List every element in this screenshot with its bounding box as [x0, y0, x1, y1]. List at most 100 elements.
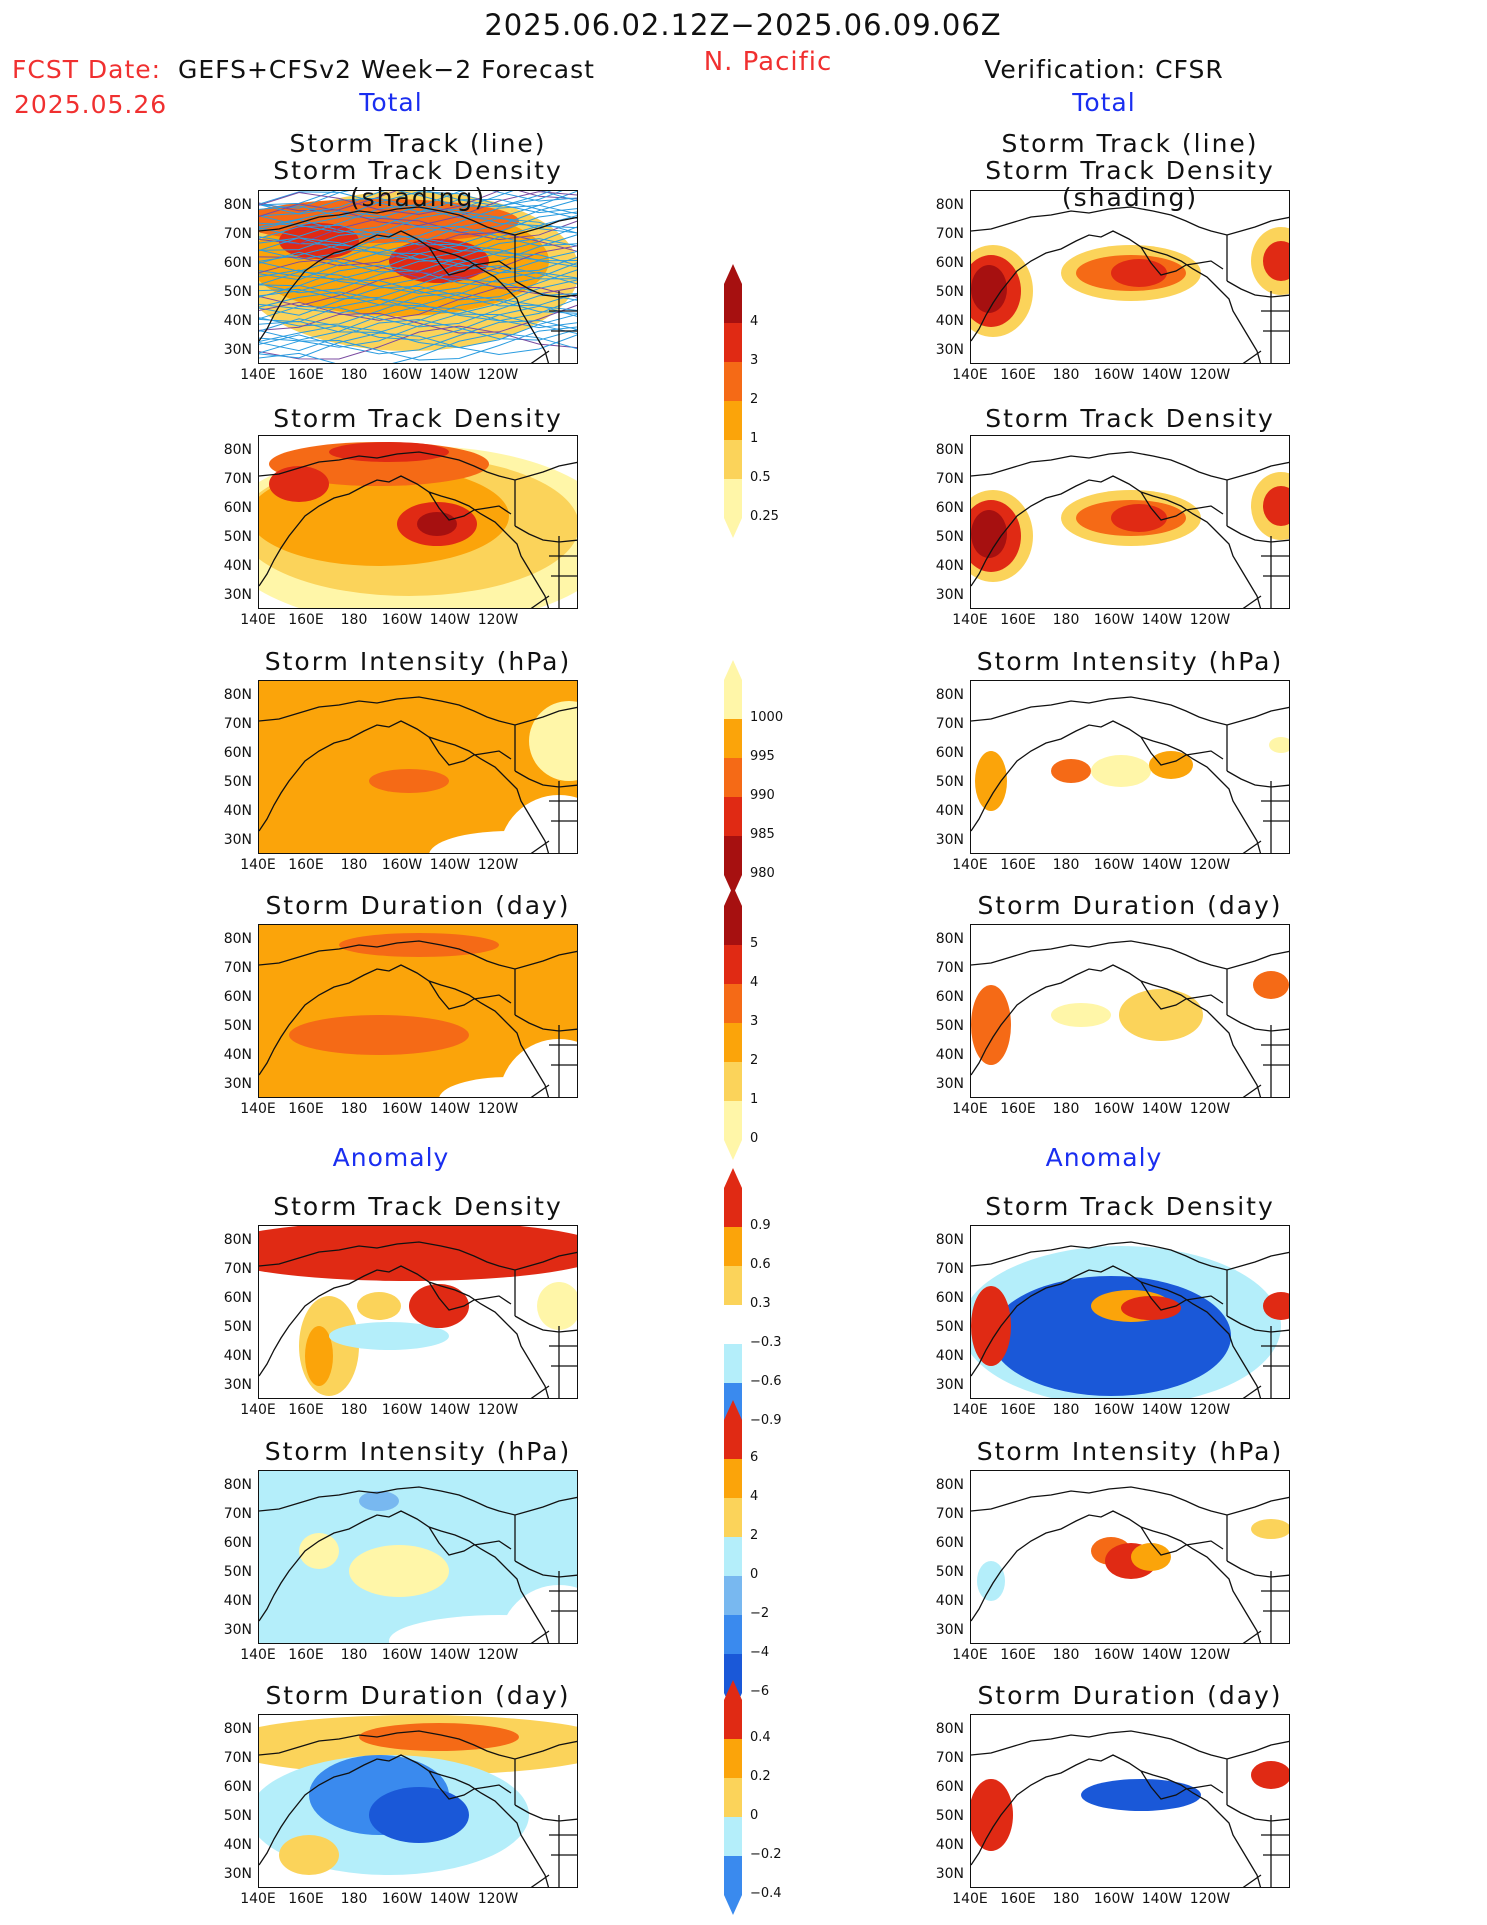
panel-title-left: Storm Intensity (hPa)	[264, 647, 572, 676]
lon-tick-label: 140E	[952, 1402, 988, 1418]
colorbar-swatch	[724, 1537, 742, 1576]
panel-title-right: Storm Intensity (hPa)	[976, 1437, 1284, 1466]
field-shade	[1081, 1779, 1201, 1811]
period-title: 2025.06.02.12Z−2025.06.09.06Z	[484, 8, 1002, 42]
track-line	[259, 265, 577, 300]
colorbar-swatch	[724, 1498, 742, 1537]
lon-tick-label: 120W	[1189, 612, 1231, 628]
lat-tick-label: 50N	[935, 1564, 964, 1580]
lon-tick-label: 180	[1052, 857, 1080, 873]
field-shade	[1131, 1543, 1171, 1571]
lat-tick-label: 30N	[223, 832, 252, 848]
lat-tick-label: 40N	[935, 313, 964, 329]
colorbar-swatch	[724, 1615, 742, 1654]
map-density-anom-fcst	[258, 1225, 578, 1399]
track-line	[259, 293, 577, 328]
lon-tick-label: 180	[340, 367, 368, 383]
lon-tick-label: 160E	[1000, 367, 1036, 383]
lat-tick-label: 30N	[223, 1622, 252, 1638]
lon-tick-label: 180	[1052, 1101, 1080, 1117]
field-shade	[1119, 989, 1203, 1041]
colorbar-label: 2	[750, 392, 759, 407]
lon-tick-label: 140E	[240, 1101, 276, 1117]
lat-tick-label: 70N	[935, 960, 964, 976]
field-shade	[409, 1284, 469, 1328]
lat-tick-label: 30N	[935, 1866, 964, 1882]
map-intensity-verif	[970, 680, 1290, 854]
lat-tick-label: 60N	[935, 1535, 964, 1551]
lon-tick-label: 120W	[1189, 857, 1231, 873]
track-line	[259, 332, 577, 363]
colorbar-label: 3	[750, 1014, 759, 1029]
track-line	[259, 191, 577, 215]
lat-tick-label: 70N	[935, 1506, 964, 1522]
field-shade	[1263, 1292, 1289, 1320]
colorbar-swatch	[724, 1188, 742, 1227]
lon-tick-label: 160E	[288, 1402, 324, 1418]
field-shade	[971, 510, 1007, 558]
lon-tick-label: 140E	[240, 1402, 276, 1418]
lat-tick-label: 70N	[223, 716, 252, 732]
map-intensity-anom-verif	[970, 1470, 1290, 1644]
verification-label: Verification: CFSR	[984, 55, 1224, 84]
track-line	[259, 332, 577, 359]
lat-tick-label: 50N	[935, 774, 964, 790]
lat-tick-label: 30N	[935, 1076, 964, 1092]
coastline	[971, 1241, 1289, 1398]
colorbar-swatch	[724, 1654, 742, 1693]
lat-tick-label: 40N	[223, 1348, 252, 1364]
section-total-right: Total	[1072, 88, 1136, 117]
colorbar-label: 4	[750, 314, 759, 329]
track-line	[259, 305, 577, 341]
lat-tick-label: 40N	[935, 1047, 964, 1063]
panel-title-right: Storm Duration (day)	[977, 891, 1283, 920]
panel-title-left: Storm Track Density	[273, 404, 563, 433]
lon-tick-label: 160W	[381, 857, 423, 873]
panel-title-left: Storm Duration (day)	[265, 1681, 571, 1710]
lon-tick-label: 120W	[1189, 1402, 1231, 1418]
colorbar-label: 0.2	[750, 1769, 771, 1784]
lat-tick-label: 50N	[935, 529, 964, 545]
lon-tick-label: 140W	[429, 1101, 471, 1117]
lat-tick-label: 30N	[223, 1377, 252, 1393]
field-shade	[975, 751, 1007, 811]
lon-tick-label: 140W	[1141, 1647, 1183, 1663]
lon-tick-label: 120W	[477, 367, 519, 383]
colorbar-duration-anom: 0.4 0.2 0 −0.2 −0.4	[720, 1680, 782, 1919]
lon-tick-label: 160W	[381, 1402, 423, 1418]
colorbar-swatch	[724, 906, 742, 945]
lon-tick-label: 160W	[1093, 1402, 1135, 1418]
lat-tick-label: 50N	[223, 774, 252, 790]
track-line	[259, 298, 577, 333]
lon-tick-label: 160W	[381, 612, 423, 628]
lon-tick-label: 120W	[1189, 1891, 1231, 1907]
track-line	[259, 285, 577, 316]
lat-tick-label: 80N	[935, 1721, 964, 1737]
colorbar-swatch	[724, 1739, 742, 1778]
lon-tick-label: 120W	[477, 1101, 519, 1117]
colorbar-label: 980	[750, 866, 775, 881]
colorbar-swatch	[724, 984, 742, 1023]
lon-tick-label: 160W	[381, 1101, 423, 1117]
colorbar-swatch	[724, 362, 742, 401]
colorbar-label: 5	[750, 936, 759, 951]
lon-tick-label: 140W	[429, 1402, 471, 1418]
colorbar-label: −0.4	[750, 1886, 782, 1901]
lon-tick-label: 140W	[429, 367, 471, 383]
field-shade	[389, 239, 489, 283]
field-shade	[971, 1779, 1013, 1851]
colorbar-label: −0.2	[750, 1847, 782, 1862]
track-line	[259, 319, 577, 355]
lon-tick-label: 140E	[240, 1647, 276, 1663]
lat-tick-label: 60N	[223, 989, 252, 1005]
colorbar-swatch	[724, 1023, 742, 1062]
lat-tick-label: 40N	[935, 1837, 964, 1853]
colorbar-swatch	[724, 1420, 742, 1459]
map-duration-fcst	[258, 924, 578, 1098]
track-line	[259, 231, 577, 267]
colorbar-intensity-anom: 6 4 2 0 −2 −4 −6	[720, 1400, 769, 1717]
lat-tick-label: 80N	[223, 197, 252, 213]
field-shade	[417, 512, 457, 536]
lat-tick-label: 50N	[223, 1319, 252, 1335]
colorbar-swatch	[724, 1266, 742, 1305]
